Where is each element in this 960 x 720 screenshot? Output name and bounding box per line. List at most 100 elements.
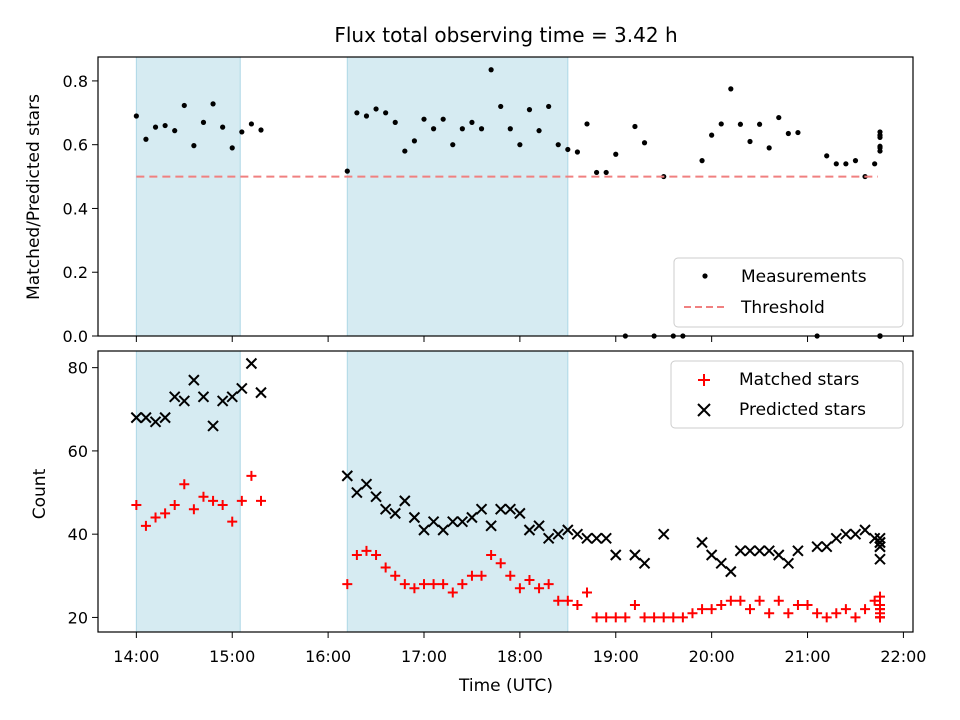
measurement-point <box>843 161 849 167</box>
predicted-stars-point <box>523 524 536 536</box>
predicted-stars-point <box>705 549 718 561</box>
matched-stars-point <box>543 579 554 590</box>
predicted-stars-point <box>197 391 210 403</box>
matched-stars-point <box>783 608 794 619</box>
y-tick-label: 0.0 <box>63 327 88 346</box>
top-y-axis-label: Matched/Predicted stars <box>24 94 44 300</box>
matched-stars-point <box>256 495 266 506</box>
predicted-stars-point <box>178 395 191 407</box>
predicted-stars-point <box>874 553 886 565</box>
predicted-stars-point <box>379 503 392 515</box>
matched-stars-point <box>553 595 564 606</box>
bottom-data-marks <box>130 357 886 623</box>
matched-stars-point <box>514 583 525 594</box>
predicted-stars-point <box>874 536 886 549</box>
predicted-stars-point <box>600 532 612 545</box>
measurement-point <box>795 129 801 136</box>
matched-stars-point <box>390 570 401 581</box>
x-tick-label: 19:00 <box>593 647 639 666</box>
measurement-point <box>593 169 600 176</box>
matched-stars-point <box>419 579 429 590</box>
legend-predicted-label: Predicted stars <box>739 400 866 420</box>
matched-stars-point <box>476 570 487 581</box>
predicted-stars-point <box>485 520 497 532</box>
bottom-legend: Matched stars Predicted stars <box>670 360 904 429</box>
measurement-point <box>239 129 245 135</box>
measurement-point <box>584 121 590 127</box>
matched-stars-point <box>831 608 842 619</box>
measurement-point <box>852 158 859 164</box>
matched-stars-point <box>361 545 372 556</box>
predicted-stars-point <box>188 374 200 386</box>
x-tick-label: 17:00 <box>401 647 447 666</box>
matched-stars-point <box>572 599 583 610</box>
matched-stars-point <box>802 599 813 610</box>
measurement-point <box>632 123 638 130</box>
predicted-stars-point <box>830 532 843 545</box>
predicted-stars-point <box>408 511 421 524</box>
predicted-stars-point <box>811 540 823 553</box>
y-tick-label: 20 <box>68 608 88 627</box>
predicted-stars-point <box>782 557 795 570</box>
matched-stars-point <box>217 500 228 511</box>
predicted-stars-point <box>859 524 871 536</box>
matched-stars-point <box>764 608 775 619</box>
predicted-stars-point <box>581 532 593 545</box>
measurement-point <box>565 146 571 153</box>
measurement-point <box>546 103 552 110</box>
predicted-stars-point <box>542 532 555 545</box>
measurement-point <box>430 126 437 132</box>
matched-stars-point <box>198 491 209 502</box>
matched-stars-point <box>399 579 410 590</box>
measurement-point <box>766 145 772 151</box>
predicted-stars-point <box>159 411 171 424</box>
predicted-stars-point <box>753 545 766 557</box>
matched-stars-point <box>371 549 382 560</box>
bottom-axis-ticks: 20 40 60 80 14:00 15:00 16:00 17:00 18:00 19:00 20… <box>68 359 927 666</box>
predicted-stars-point <box>427 515 440 528</box>
matched-stars-point <box>562 595 573 606</box>
x-axis-label: Time (UTC) <box>458 676 553 696</box>
predicted-stars-point <box>351 486 363 499</box>
predicted-stars-point <box>562 524 574 536</box>
predicted-stars-point <box>715 557 727 570</box>
measurement-point <box>872 161 878 167</box>
y-tick-label: 0.8 <box>63 72 88 91</box>
predicted-stars-point <box>571 528 584 540</box>
measurement-point <box>162 122 168 129</box>
measurement-point <box>641 140 648 146</box>
matched-stars-point <box>188 504 199 515</box>
measurement-point <box>536 128 542 134</box>
predicted-stars-point <box>168 391 181 403</box>
matched-stars-point <box>773 595 784 606</box>
matched-stars-point <box>524 574 535 585</box>
predicted-stars-point <box>696 536 708 549</box>
matched-stars-point <box>792 599 803 610</box>
matched-stars-point <box>447 587 458 598</box>
measurement-point <box>718 121 724 127</box>
predicted-stars-point <box>245 357 258 370</box>
predicted-stars-point <box>149 416 162 428</box>
matched-stars-point <box>649 612 660 623</box>
measurement-point <box>411 138 418 144</box>
matched-stars-point <box>457 579 468 590</box>
predicted-stars-point <box>820 540 833 553</box>
matched-stars-point <box>687 608 698 619</box>
measurement-point <box>877 145 883 151</box>
x-tick-label: 16:00 <box>305 647 351 666</box>
measurement-point <box>248 121 255 127</box>
predicted-stars-point <box>255 386 267 399</box>
matched-stars-point <box>812 608 823 619</box>
measurement-point <box>478 126 485 132</box>
measurement-point <box>555 142 561 148</box>
measurement-point <box>181 102 187 109</box>
legend-threshold-label: Threshold <box>740 298 825 318</box>
predicted-stars-point <box>226 391 238 403</box>
matched-stars-point <box>582 587 592 598</box>
panel-ratio: Flux total observing time = 3.42 h 0.00.… <box>24 23 914 346</box>
matched-stars-point <box>169 500 180 511</box>
predicted-stars-point <box>610 549 622 561</box>
matched-stars-point <box>505 570 516 581</box>
y-tick-label: 80 <box>68 359 88 378</box>
